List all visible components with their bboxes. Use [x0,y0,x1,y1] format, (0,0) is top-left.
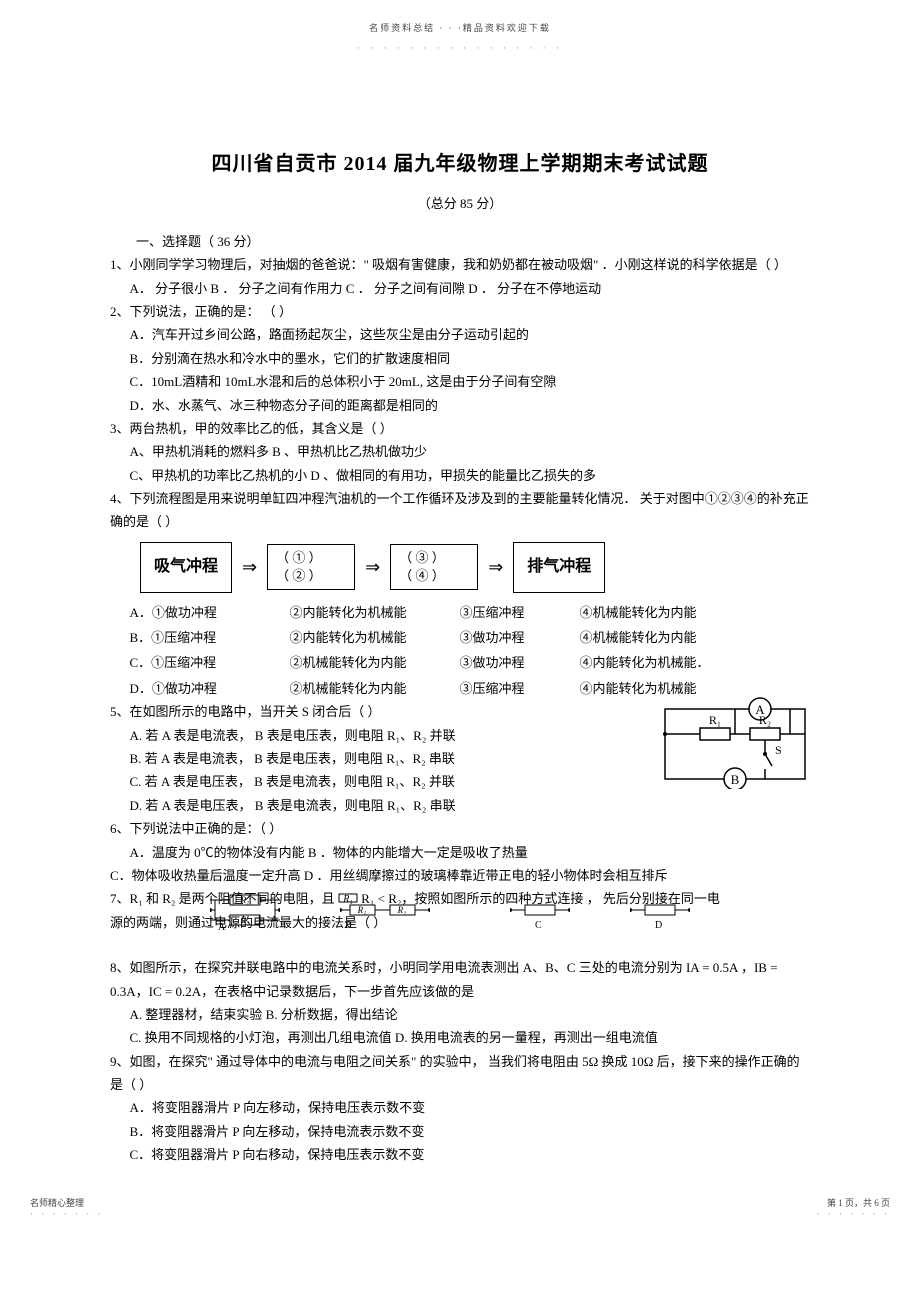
q7-stem-line2: 源的两端，则通过电源的电流最大的接法是（ ） [110,911,810,934]
svg-text:B: B [731,772,740,787]
q2-stem: 2、下列说法，正确的是： （ ） [110,300,810,323]
q4-c-3: ③做功冲程 [460,651,580,674]
q6-ab: A．温度为 0℃的物体没有内能 B ．物体的内能增大一定是吸收了热量 [110,841,810,864]
q3-ab: A、甲热机消耗的燃料多 B 、甲热机比乙热机做功少 [110,440,810,463]
q7-stem-a: 7、R₁ 和 R₂ 是两个阻值不同的电阻，且 [110,891,335,906]
q4-a-3: ③压缩冲程 [460,601,580,624]
arrow-icon: ⇒ [240,551,259,583]
q2-d: D．水、水蒸气、冰三种物态分子间的距离都是相同的 [110,394,810,417]
q4-b-3: ③做功冲程 [460,626,580,649]
q2-b: B．分别滴在热水和冷水中的墨水，它们的扩散速度相同 [110,347,810,370]
flow-mid-1b: （ ② ） [276,567,346,585]
page-title: 四川省自贡市 2014 届九年级物理上学期期末考试试题 [110,146,810,182]
header-note: 名师资料总结 · · ·精品资料欢迎下载 [110,20,810,36]
q6-cd: C．物体吸收热量后温度一定升高 D ．用丝绸摩擦过的玻璃棒靠近带正电的轻小物体时… [110,864,810,887]
q4-c-4: ④内能转化为机械能． [580,651,750,674]
q4-c-2: ②机械能转化为内能 [290,651,460,674]
footer-left-dots: · · · · · · · [30,1209,103,1219]
q9-stem: 9、如图，在探究" 通过导体中的电流与电阻之间关系" 的实验中， 当我们将电阻由… [110,1050,810,1097]
q2-c: C．10mL酒精和 10mL水混和后的总体积小于 20mL, 这是由于分子间有空… [110,370,810,393]
section-1-head: 一、选择题（ 36 分） [110,230,810,253]
footer-right: 第 1 页，共 6 页 [827,1196,890,1209]
q4-d-2: ②机械能转化为内能 [290,677,460,700]
q4-stem: 4、下列流程图是用来说明单缸四冲程汽油机的一个工作循环及涉及到的主要能量转化情况… [110,487,810,534]
arrow-icon: ⇒ [486,551,505,583]
arrow-icon: ⇒ [363,551,382,583]
q4-flow-diagram: 吸气冲程 ⇒ （ ① ） （ ② ） ⇒ （ ③ ） （ ④ ） ⇒ 排气冲程 [140,542,810,593]
q6-stem: 6、下列说法中正确的是：（ ） [110,817,810,840]
flow-mid-2: （ ③ ） （ ④ ） [390,544,478,590]
q9-c: C．将变阻器滑片 P 向右移动，保持电压表示数不变 [110,1143,810,1166]
q4-c-1: C．①压缩冲程 [130,651,290,674]
flow-box-intake: 吸气冲程 [140,542,232,593]
q4-b-2: ②内能转化为机械能 [290,626,460,649]
flow-mid-1a: （ ① ） [276,549,346,567]
footer-left: 名师精心整理 [30,1196,84,1209]
q8-cd: C. 换用不同规格的小灯泡，再测出几组电流值 D. 换用电流表的另一量程，再测出… [110,1026,810,1049]
q2-a: A．汽车开过乡间公路，路面扬起灰尘，这些灰尘是由分子运动引起的 [110,323,810,346]
q7-inline-r1: R₁ [338,891,358,905]
q4-a-4: ④机械能转化为内能 [580,601,750,624]
header-dots: · · · · · · · · · · · · · · · · [110,40,810,56]
q4-d-1: D．①做功冲程 [130,677,290,700]
svg-text:R₂: R₂ [759,713,771,727]
flow-mid-2b: （ ④ ） [399,567,469,585]
q4-b-4: ④机械能转化为内能 [580,626,750,649]
flow-box-exhaust: 排气冲程 [513,542,605,593]
flow-mid-2a: （ ③ ） [399,549,469,567]
q7-stem-line1: 7、R₁ 和 R₂ 是两个阻值不同的电阻，且 R₁ R₁ < R₂，按照如图所示… [110,887,810,910]
q4-b-1: B．①压缩冲程 [130,626,290,649]
q4-options-grid: A．①做功冲程 ②内能转化为机械能 ③压缩冲程 ④机械能转化为内能 B．①压缩冲… [130,601,811,701]
q7-stem-mid: R₁ < R₂，按照如图所示的四种方式连接 ， 先后分别接在同一电 [361,891,720,906]
q3-stem: 3、两台热机，甲的效率比乙的低，其含义是（ ） [110,417,810,440]
q8-ab: A. 整理器材，结束实验 B. 分析数据，得出结论 [110,1003,810,1026]
q4-a-2: ②内能转化为机械能 [290,601,460,624]
q4-d-3: ③压缩冲程 [460,677,580,700]
q3-cd: C、甲热机的功率比乙热机的小 D 、做相同的有用功，甲损失的能量比乙损失的多 [110,464,810,487]
q1-stem: 1、小刚同学学习物理后，对抽烟的爸爸说：" 吸烟有害健康，我和奶奶都在被动吸烟"… [110,253,810,276]
q9-a: A．将变阻器滑片 P 向左移动，保持电压表示数不变 [110,1096,810,1119]
q5-circuit-diagram: A R₁ R₂ S B [660,694,820,789]
q1-options: A． 分子很小 B ． 分子之间有作用力 C ． 分子之间有间隙 D ． 分子在… [110,277,810,300]
subtitle: （总分 85 分） [110,192,810,215]
q5-d: D. 若 A 表是电压表， B 表是电流表，则电阻 R₁、R₂ 串联 [110,794,810,817]
q4-a-1: A．①做功冲程 [130,601,290,624]
flow-mid-1: （ ① ） （ ② ） [267,544,355,590]
svg-text:R₁: R₁ [342,894,353,905]
q8-stem: 8、如图所示，在探究并联电路中的电流关系时，小明同学用电流表测出 A、B、C 三… [110,956,810,1003]
svg-text:R₁: R₁ [709,713,721,727]
q9-b: B．将变阻器滑片 P 向左移动，保持电流表示数不变 [110,1120,810,1143]
footer-right-dots: · · · · · · · [817,1209,890,1219]
svg-text:S: S [775,743,782,757]
